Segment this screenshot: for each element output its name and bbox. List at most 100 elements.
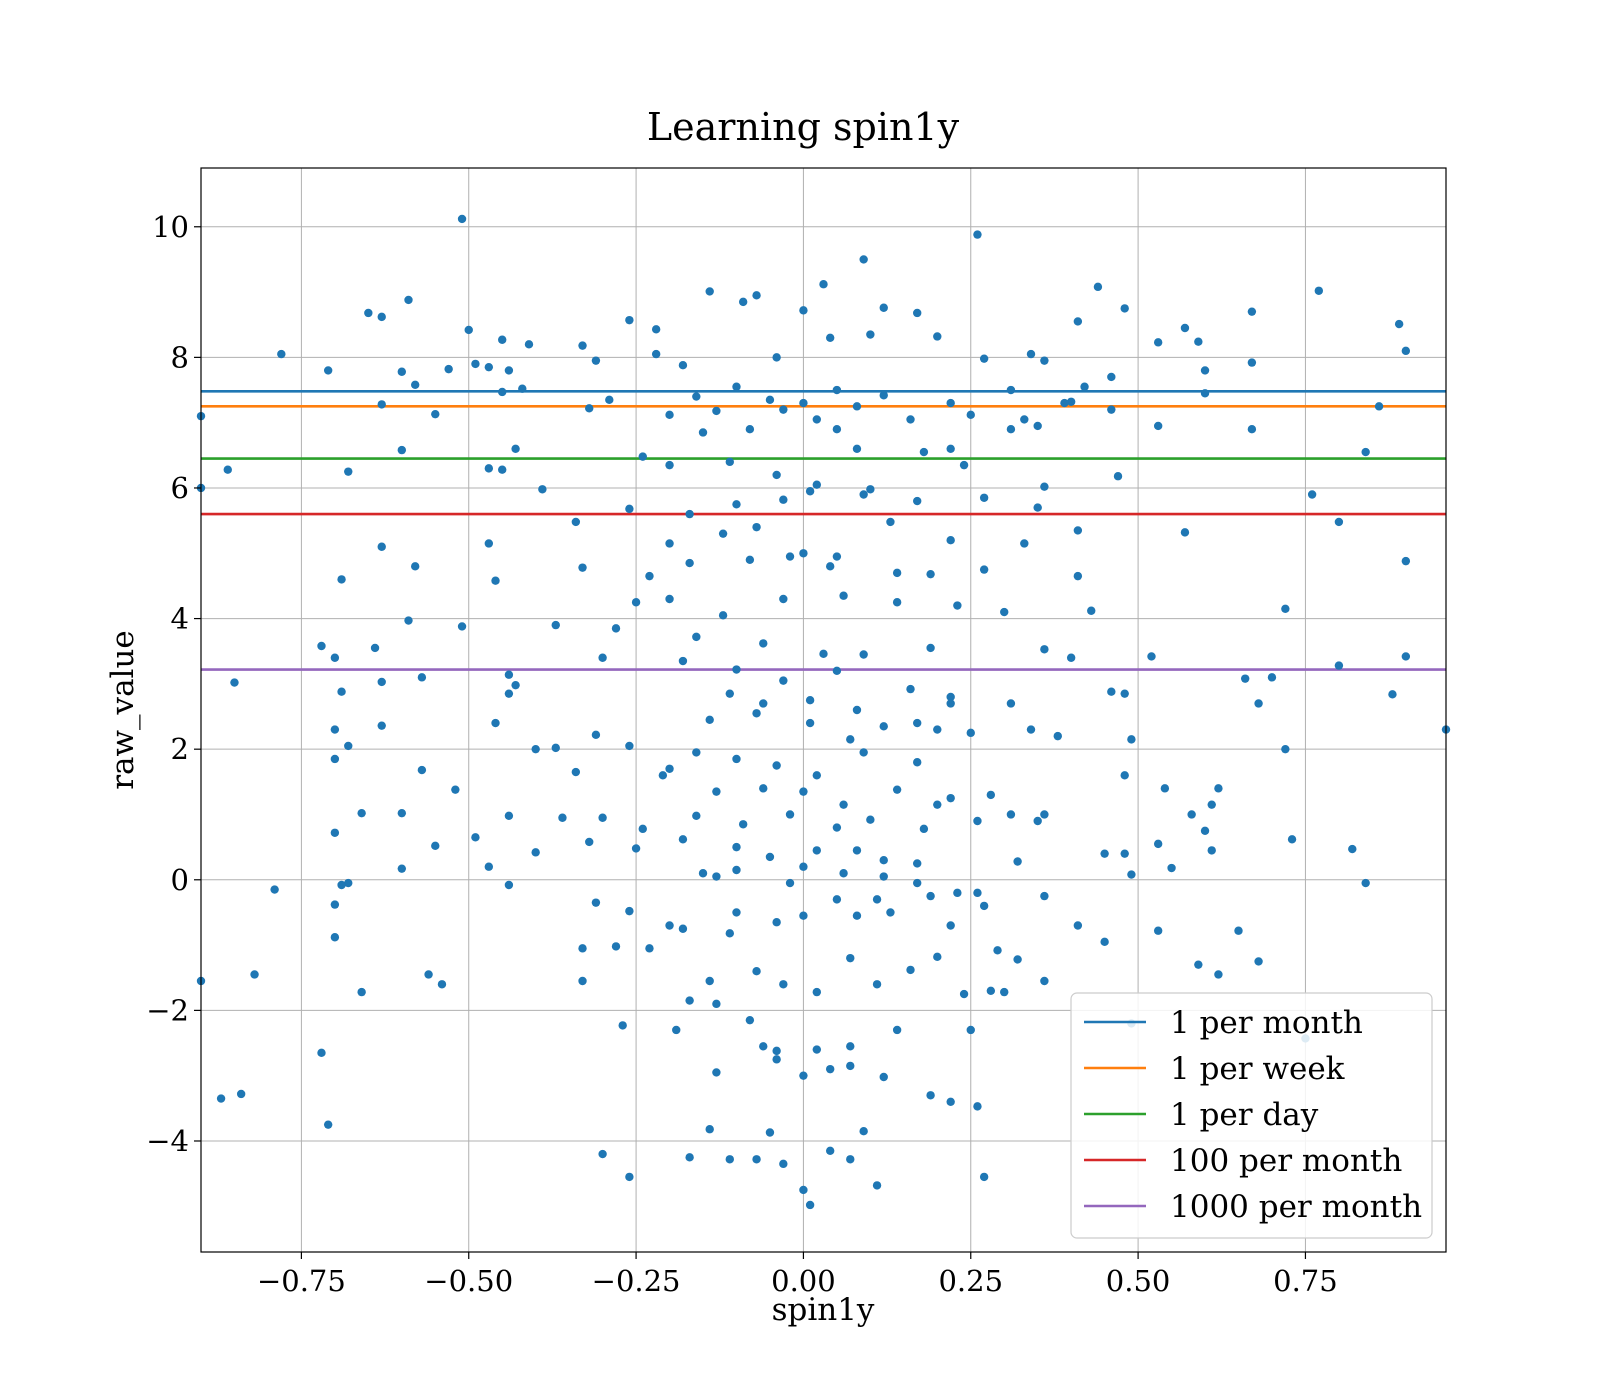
data-point bbox=[431, 841, 440, 851]
data-point bbox=[1401, 556, 1411, 566]
data-point bbox=[933, 332, 942, 341]
data-point bbox=[1053, 731, 1062, 741]
data-point bbox=[1334, 661, 1344, 670]
x-tick-label: 0.50 bbox=[1106, 1264, 1171, 1298]
data-point bbox=[317, 641, 326, 651]
data-point bbox=[1073, 317, 1083, 326]
data-point bbox=[618, 1021, 627, 1030]
data-point bbox=[906, 684, 915, 694]
data-point bbox=[946, 692, 955, 702]
data-point bbox=[946, 1097, 955, 1107]
grid bbox=[201, 168, 1446, 1252]
data-point bbox=[765, 1128, 775, 1137]
data-point bbox=[1020, 539, 1029, 548]
data-point bbox=[611, 942, 621, 951]
data-point bbox=[437, 980, 447, 989]
legend-label: 100 per month bbox=[1170, 1143, 1402, 1179]
data-point bbox=[852, 402, 862, 411]
data-point bbox=[933, 952, 942, 962]
data-point bbox=[457, 622, 467, 631]
data-point bbox=[1374, 402, 1384, 411]
data-point bbox=[417, 673, 427, 682]
data-point bbox=[779, 594, 788, 604]
data-point bbox=[1127, 870, 1136, 879]
data-point bbox=[892, 1025, 902, 1035]
data-point bbox=[431, 409, 440, 419]
data-point bbox=[705, 715, 714, 724]
legend-label: 1 per month bbox=[1170, 1005, 1363, 1041]
y-axis-ticks: −4 −2 0 2 4 6 8 10 bbox=[146, 210, 201, 1158]
data-point bbox=[926, 891, 935, 901]
data-point bbox=[1394, 319, 1404, 329]
legend-label: 1 per week bbox=[1170, 1051, 1345, 1087]
data-point bbox=[1194, 960, 1203, 969]
data-point bbox=[872, 1181, 882, 1190]
data-point bbox=[913, 878, 922, 888]
data-point bbox=[946, 699, 955, 708]
data-point bbox=[973, 888, 982, 898]
data-point bbox=[799, 862, 808, 871]
data-point bbox=[344, 878, 353, 888]
y-tick-label: 6 bbox=[171, 471, 189, 505]
data-point bbox=[732, 382, 741, 391]
data-point bbox=[765, 852, 775, 862]
data-point bbox=[357, 987, 366, 997]
data-point bbox=[504, 670, 514, 679]
data-point bbox=[1180, 323, 1190, 333]
data-point bbox=[973, 1102, 982, 1111]
data-point bbox=[1000, 987, 1009, 997]
data-point bbox=[1033, 421, 1042, 431]
data-point bbox=[913, 758, 922, 767]
data-point bbox=[752, 291, 761, 300]
data-point bbox=[1006, 425, 1016, 434]
data-point bbox=[852, 444, 862, 453]
data-point bbox=[511, 444, 520, 453]
data-point bbox=[658, 771, 668, 780]
data-point bbox=[812, 846, 822, 855]
data-point bbox=[966, 728, 975, 738]
data-point bbox=[484, 362, 494, 372]
data-point bbox=[397, 864, 407, 873]
data-point bbox=[752, 1155, 761, 1164]
data-point bbox=[946, 398, 955, 408]
data-point bbox=[725, 457, 734, 467]
data-point bbox=[772, 1055, 781, 1064]
data-point bbox=[1120, 771, 1129, 780]
data-point bbox=[1200, 826, 1210, 836]
data-point bbox=[779, 1159, 788, 1169]
data-point bbox=[551, 743, 560, 753]
data-point bbox=[685, 558, 694, 568]
data-point bbox=[705, 1125, 714, 1134]
data-point bbox=[859, 650, 868, 659]
data-point bbox=[712, 787, 721, 796]
data-point bbox=[464, 325, 473, 335]
data-point bbox=[471, 359, 480, 369]
data-point bbox=[1200, 389, 1210, 398]
data-point bbox=[1180, 528, 1190, 537]
data-point bbox=[759, 639, 768, 648]
data-point bbox=[651, 325, 661, 334]
data-point bbox=[323, 366, 333, 375]
data-point bbox=[397, 808, 407, 818]
data-point bbox=[812, 1045, 822, 1054]
data-point bbox=[236, 1089, 246, 1099]
data-point bbox=[913, 859, 922, 868]
data-point bbox=[551, 620, 560, 630]
data-point bbox=[785, 552, 795, 561]
data-point bbox=[839, 800, 848, 809]
data-point bbox=[946, 536, 955, 545]
data-points bbox=[196, 214, 1451, 1210]
data-point bbox=[344, 467, 353, 476]
data-point bbox=[665, 764, 674, 773]
data-point bbox=[732, 865, 741, 875]
data-point bbox=[337, 687, 346, 696]
data-point bbox=[397, 445, 407, 455]
data-point bbox=[1267, 673, 1277, 682]
data-point bbox=[1153, 421, 1163, 431]
data-point bbox=[678, 835, 688, 844]
data-point bbox=[645, 571, 654, 581]
data-point bbox=[504, 689, 514, 698]
x-tick-label: 0.75 bbox=[1273, 1264, 1338, 1298]
data-point bbox=[692, 392, 701, 401]
data-point bbox=[1073, 921, 1083, 930]
